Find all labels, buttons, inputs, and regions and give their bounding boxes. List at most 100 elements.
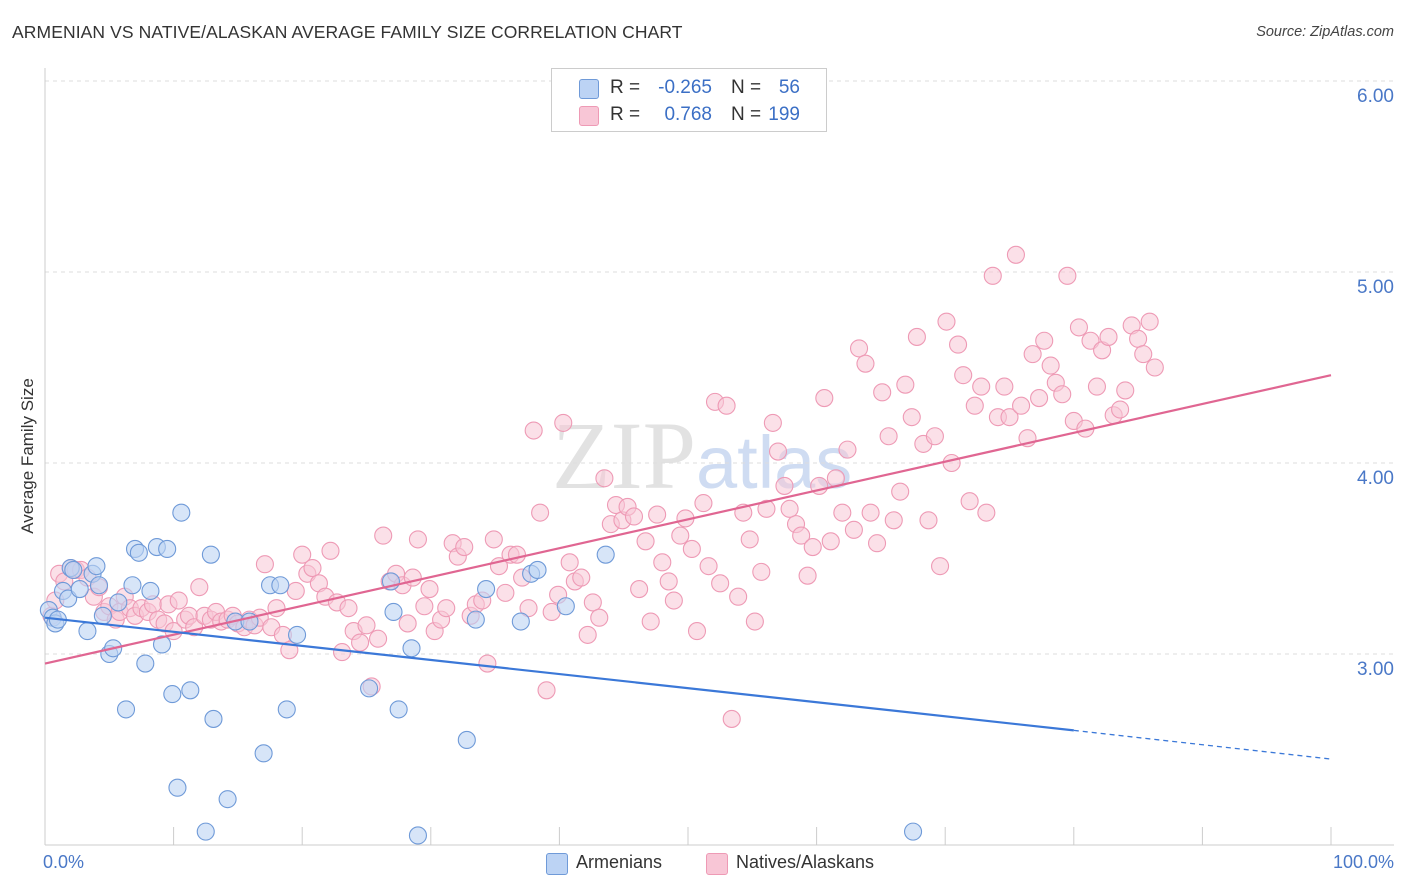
r-label: R =: [610, 104, 641, 125]
armenians-point: [93, 606, 112, 625]
natives-point: [1129, 329, 1148, 348]
armenians-point: [141, 581, 160, 601]
natives-point: [763, 413, 782, 432]
armenians-point: [89, 576, 109, 595]
armenians-trendline-extension: [1073, 729, 1332, 760]
natives-point: [478, 654, 497, 673]
natives-point: [286, 581, 305, 601]
natives-point: [572, 568, 591, 587]
armenians-point: [218, 790, 237, 809]
armenians-point: [70, 580, 89, 599]
natives-point: [339, 599, 358, 618]
natives-point: [1140, 312, 1159, 331]
natives-point: [303, 558, 322, 578]
armenians-point: [64, 560, 83, 580]
natives-point: [775, 476, 794, 495]
natives-point: [965, 396, 984, 415]
correlation-legend: R = -0.265 N = 56 R = 0.768 N = 199: [551, 68, 827, 132]
watermark-zip: ZIP: [552, 402, 696, 509]
natives-point: [902, 408, 921, 427]
trendlines: [44, 374, 1332, 760]
natives-point: [1145, 358, 1164, 377]
natives-point: [1012, 396, 1031, 415]
natives-point: [653, 553, 672, 572]
armenians-point: [78, 622, 97, 641]
natives-point: [983, 266, 1002, 285]
natives-point: [849, 339, 869, 358]
natives-point: [321, 541, 340, 560]
natives-point: [1134, 345, 1153, 364]
armenians-point: [129, 543, 148, 562]
armenians-swatch: [579, 79, 599, 99]
y-axis-label: Average Family Size: [18, 378, 37, 534]
natives-point: [942, 453, 961, 473]
y-tick-label: 6.00: [1357, 86, 1394, 107]
natives-point: [590, 608, 609, 627]
armenians-point: [123, 576, 142, 595]
armenians-point: [204, 709, 223, 728]
natives-point: [1030, 389, 1049, 408]
natives-point: [351, 633, 370, 652]
natives-point: [856, 354, 875, 373]
natives-point: [919, 511, 938, 530]
natives-point: [711, 574, 730, 593]
armenians-point: [158, 539, 177, 559]
natives-point: [1069, 318, 1088, 337]
armenians-point: [477, 580, 496, 599]
natives-point: [659, 572, 678, 591]
natives-point: [408, 530, 427, 549]
natives-point: [1000, 408, 1019, 427]
natives-point: [972, 377, 991, 396]
natives-point: [624, 507, 644, 526]
armenians-point: [87, 557, 106, 576]
natives-point: [524, 421, 543, 440]
natives-point: [729, 587, 748, 606]
natives-swatch: [579, 106, 599, 126]
axes: [44, 68, 1394, 846]
armenians-point: [136, 654, 155, 673]
natives-point: [745, 612, 764, 631]
natives-n-value: 199: [768, 104, 800, 125]
natives-point: [815, 389, 834, 408]
natives-trendline: [44, 374, 1332, 665]
natives-point: [437, 599, 456, 618]
legend-row-natives: R = 0.768 N = 199: [552, 102, 826, 128]
armenians-point: [288, 625, 307, 644]
natives-point: [595, 469, 614, 488]
natives-point: [455, 537, 474, 557]
armenians-point: [152, 635, 172, 654]
natives-point: [1006, 245, 1025, 264]
natives-point: [861, 503, 880, 522]
armenians-point: [457, 730, 476, 750]
natives-point: [821, 532, 840, 551]
natives-point: [369, 629, 388, 648]
armenians-point: [181, 681, 200, 700]
natives-point: [995, 377, 1014, 396]
natives-point: [664, 591, 683, 610]
natives-point: [937, 312, 956, 331]
natives-point: [907, 327, 926, 346]
natives-point: [578, 625, 597, 644]
natives-point: [757, 499, 776, 518]
armenians-point: [116, 700, 136, 719]
chart-title: ARMENIAN VS NATIVE/ALASKAN AVERAGE FAMIL…: [12, 22, 683, 42]
natives-point: [484, 530, 503, 549]
armenians-points: [39, 503, 923, 845]
source-credit: Source: ZipAtlas.com: [1256, 24, 1394, 40]
natives-point: [1087, 377, 1106, 396]
armenians-point: [903, 822, 923, 841]
y-tick-label: 4.00: [1357, 468, 1394, 489]
natives-point: [357, 616, 376, 635]
natives-point: [717, 396, 736, 415]
natives-point: [415, 597, 434, 616]
watermark: ZIPatlas: [552, 400, 852, 511]
gridlines: [45, 80, 1394, 655]
natives-point: [1058, 266, 1077, 285]
natives-point: [884, 511, 903, 530]
armenians-point: [528, 560, 547, 580]
natives-point: [682, 539, 701, 559]
natives-point: [699, 557, 718, 576]
natives-point: [554, 413, 573, 432]
armenians-point: [196, 822, 215, 841]
armenians-point: [360, 679, 379, 698]
